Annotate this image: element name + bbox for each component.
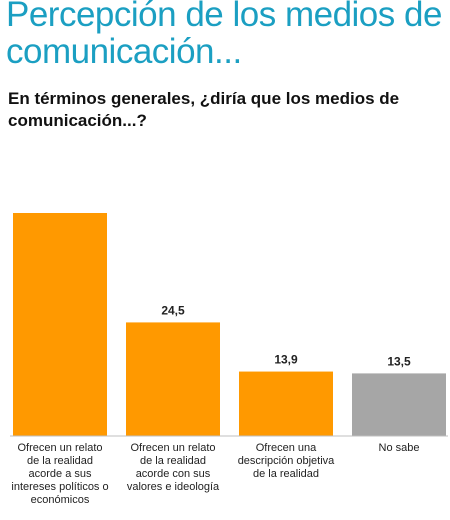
bar-3 xyxy=(239,371,333,436)
data-labels-layer: 24,5 13,9 13,5 xyxy=(161,303,411,368)
page-title: Percepción de los medios de comunicación… xyxy=(6,0,442,71)
category-label-4: No sabe xyxy=(378,442,420,454)
data-label-2: 24,5 xyxy=(161,303,185,317)
category-label-2: Ofrecen un relato de la realidad acorde … xyxy=(126,442,220,493)
category-label-1: Ofrecen un relato de la realidad acorde … xyxy=(11,442,109,506)
category-label-3: Ofrecen una descripción objetiva de la r… xyxy=(237,442,335,480)
bar-2 xyxy=(126,322,220,436)
bar-4 xyxy=(352,373,446,436)
chart-subtitle: En términos generales, ¿diría que los me… xyxy=(8,89,400,130)
bar-1 xyxy=(13,213,107,436)
data-label-4: 13,5 xyxy=(387,354,411,368)
bars-layer xyxy=(13,213,446,436)
data-label-3: 13,9 xyxy=(274,353,298,367)
